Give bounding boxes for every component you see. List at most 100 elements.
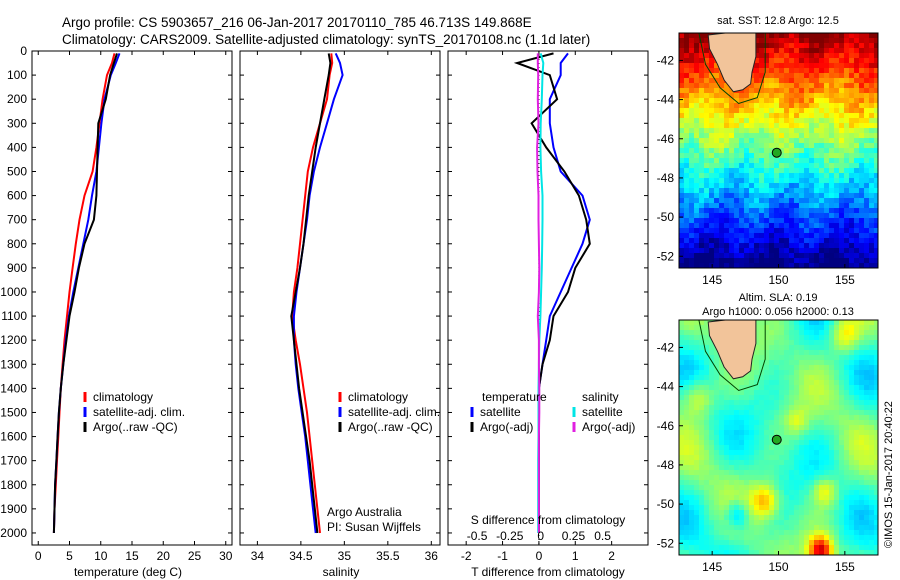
map-cell bbox=[849, 370, 855, 376]
map-cell bbox=[759, 525, 765, 531]
map-cell bbox=[689, 345, 695, 351]
map-cell bbox=[784, 148, 790, 154]
map-cell bbox=[794, 540, 800, 546]
map-cell bbox=[789, 390, 795, 396]
map-cell bbox=[869, 188, 875, 194]
map-cell bbox=[824, 515, 830, 521]
map-cell bbox=[774, 335, 780, 341]
map-cell bbox=[854, 138, 860, 144]
map-cell bbox=[839, 475, 845, 481]
map-cell bbox=[724, 410, 730, 416]
map-cell bbox=[714, 133, 720, 139]
map-cell bbox=[784, 470, 790, 476]
map-cell bbox=[729, 520, 735, 526]
map-cell bbox=[799, 98, 805, 104]
map-cell bbox=[679, 330, 685, 336]
map-cell bbox=[689, 108, 695, 114]
map-cell bbox=[734, 400, 740, 406]
map-cell bbox=[754, 335, 760, 341]
map-cell bbox=[864, 253, 870, 259]
map-cell bbox=[869, 425, 875, 431]
map-cell bbox=[799, 355, 805, 361]
map-cell bbox=[759, 325, 765, 331]
map-cell bbox=[744, 108, 750, 114]
map-cell bbox=[724, 93, 730, 99]
map-cell bbox=[794, 208, 800, 214]
map-cell bbox=[734, 208, 740, 214]
map-cell bbox=[699, 350, 705, 356]
map-cell bbox=[809, 380, 815, 386]
map-cell bbox=[834, 38, 840, 44]
map-cell bbox=[799, 370, 805, 376]
map-cell bbox=[719, 183, 725, 189]
map-cell bbox=[724, 113, 730, 119]
map-cell bbox=[684, 178, 690, 184]
map-cell bbox=[724, 540, 730, 546]
map-cell bbox=[699, 113, 705, 119]
map-cell bbox=[839, 158, 845, 164]
map-cell bbox=[874, 325, 879, 331]
map-cell bbox=[744, 450, 750, 456]
map-cell bbox=[799, 193, 805, 199]
map-cell bbox=[724, 258, 730, 264]
map-cell bbox=[784, 58, 790, 64]
map-cell bbox=[864, 198, 870, 204]
map-cell bbox=[809, 365, 815, 371]
map-cell bbox=[809, 520, 815, 526]
map-cell bbox=[839, 340, 845, 346]
map-cell bbox=[804, 38, 810, 44]
map-cell bbox=[694, 535, 700, 541]
map-cell bbox=[834, 98, 840, 104]
map-cell bbox=[799, 78, 805, 84]
map-cell bbox=[874, 445, 879, 451]
map-cell bbox=[814, 38, 820, 44]
map-cell bbox=[799, 330, 805, 336]
map-cell bbox=[739, 263, 745, 269]
map-cell bbox=[779, 83, 785, 89]
map-cell bbox=[814, 123, 820, 129]
map-cell bbox=[854, 103, 860, 109]
map-cell bbox=[864, 365, 870, 371]
map-cell bbox=[699, 98, 705, 104]
map-cell bbox=[749, 425, 755, 431]
map-cell bbox=[869, 410, 875, 416]
y-tick-label: 100 bbox=[7, 68, 27, 82]
y-tick-label: -42 bbox=[657, 53, 675, 67]
map-cell bbox=[799, 93, 805, 99]
map-cell bbox=[789, 465, 795, 471]
map-cell bbox=[844, 440, 850, 446]
map-cell bbox=[799, 243, 805, 249]
map-cell bbox=[744, 455, 750, 461]
map-cell bbox=[779, 435, 785, 441]
map-cell bbox=[864, 445, 870, 451]
map-cell bbox=[699, 33, 705, 39]
map-cell bbox=[699, 360, 705, 366]
map-cell bbox=[824, 73, 830, 79]
map-cell bbox=[704, 118, 710, 124]
map-cell bbox=[684, 450, 690, 456]
map-cell bbox=[864, 128, 870, 134]
map-cell bbox=[804, 213, 810, 219]
map-cell bbox=[809, 123, 815, 129]
map-cell bbox=[739, 510, 745, 516]
map-cell bbox=[829, 510, 835, 516]
map-cell bbox=[689, 213, 695, 219]
map-cell bbox=[719, 485, 725, 491]
map-cell bbox=[709, 505, 715, 511]
map-cell bbox=[799, 430, 805, 436]
map-cell bbox=[764, 63, 770, 69]
shelf-contour bbox=[698, 32, 766, 105]
map-cell bbox=[849, 430, 855, 436]
map-cell bbox=[754, 545, 760, 551]
y-tick-label: 500 bbox=[7, 164, 27, 178]
map-cell bbox=[739, 133, 745, 139]
map-cell bbox=[854, 198, 860, 204]
map-cell bbox=[804, 63, 810, 69]
map-cell bbox=[869, 450, 875, 456]
map-cell bbox=[684, 345, 690, 351]
map-cell bbox=[684, 470, 690, 476]
map-cell bbox=[814, 425, 820, 431]
map-cell bbox=[784, 455, 790, 461]
map-cell bbox=[679, 420, 685, 426]
map-cell bbox=[859, 510, 865, 516]
